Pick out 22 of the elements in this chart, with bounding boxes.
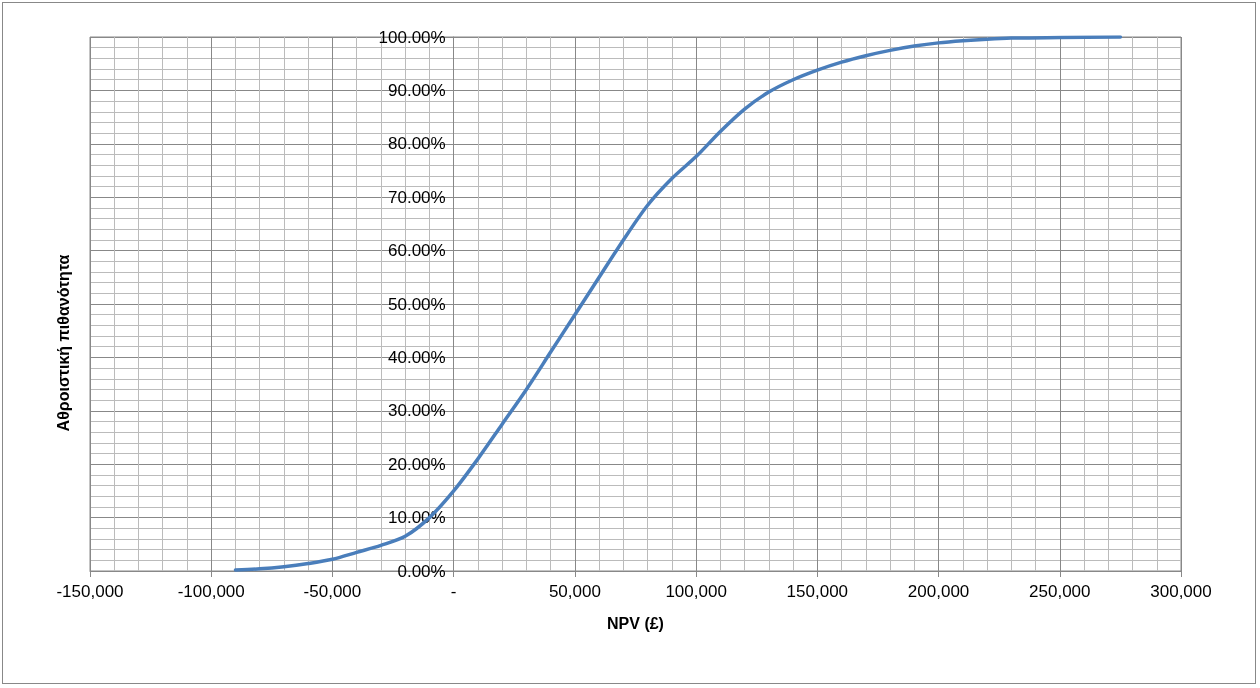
y-tick-label: 80.00% (387, 134, 446, 154)
y-tick-label: 20.00% (387, 454, 446, 474)
y-tick-label: 60.00% (387, 241, 446, 261)
y-axis-title: Αθροιστική πιθανότητα (54, 254, 72, 432)
x-tick-label: 200,000 (907, 582, 970, 601)
y-tick-label: 70.00% (387, 187, 446, 207)
x-tick-label: 50,000 (548, 582, 601, 601)
y-tick-label: 100.00% (378, 27, 446, 47)
y-tick-label: 30.00% (387, 401, 446, 421)
y-tick-label: 90.00% (387, 80, 446, 100)
x-tick-label: -50,000 (303, 582, 362, 601)
x-tick-label: 150,000 (786, 582, 849, 601)
x-tick-label: 100,000 (665, 582, 727, 601)
x-tick-label: 300,000 (1150, 582, 1212, 601)
x-tick-label: 250,000 (1029, 582, 1091, 601)
x-tick-label: - (450, 582, 457, 601)
y-tick-label: 40.00% (387, 347, 446, 367)
x-tick-label: -100,000 (177, 582, 245, 601)
x-tick-label: -150,000 (56, 582, 124, 601)
x-axis-title: NPV (£) (607, 614, 664, 632)
y-tick-label: 50.00% (387, 294, 446, 314)
y-tick-label: 0.00% (397, 561, 446, 581)
